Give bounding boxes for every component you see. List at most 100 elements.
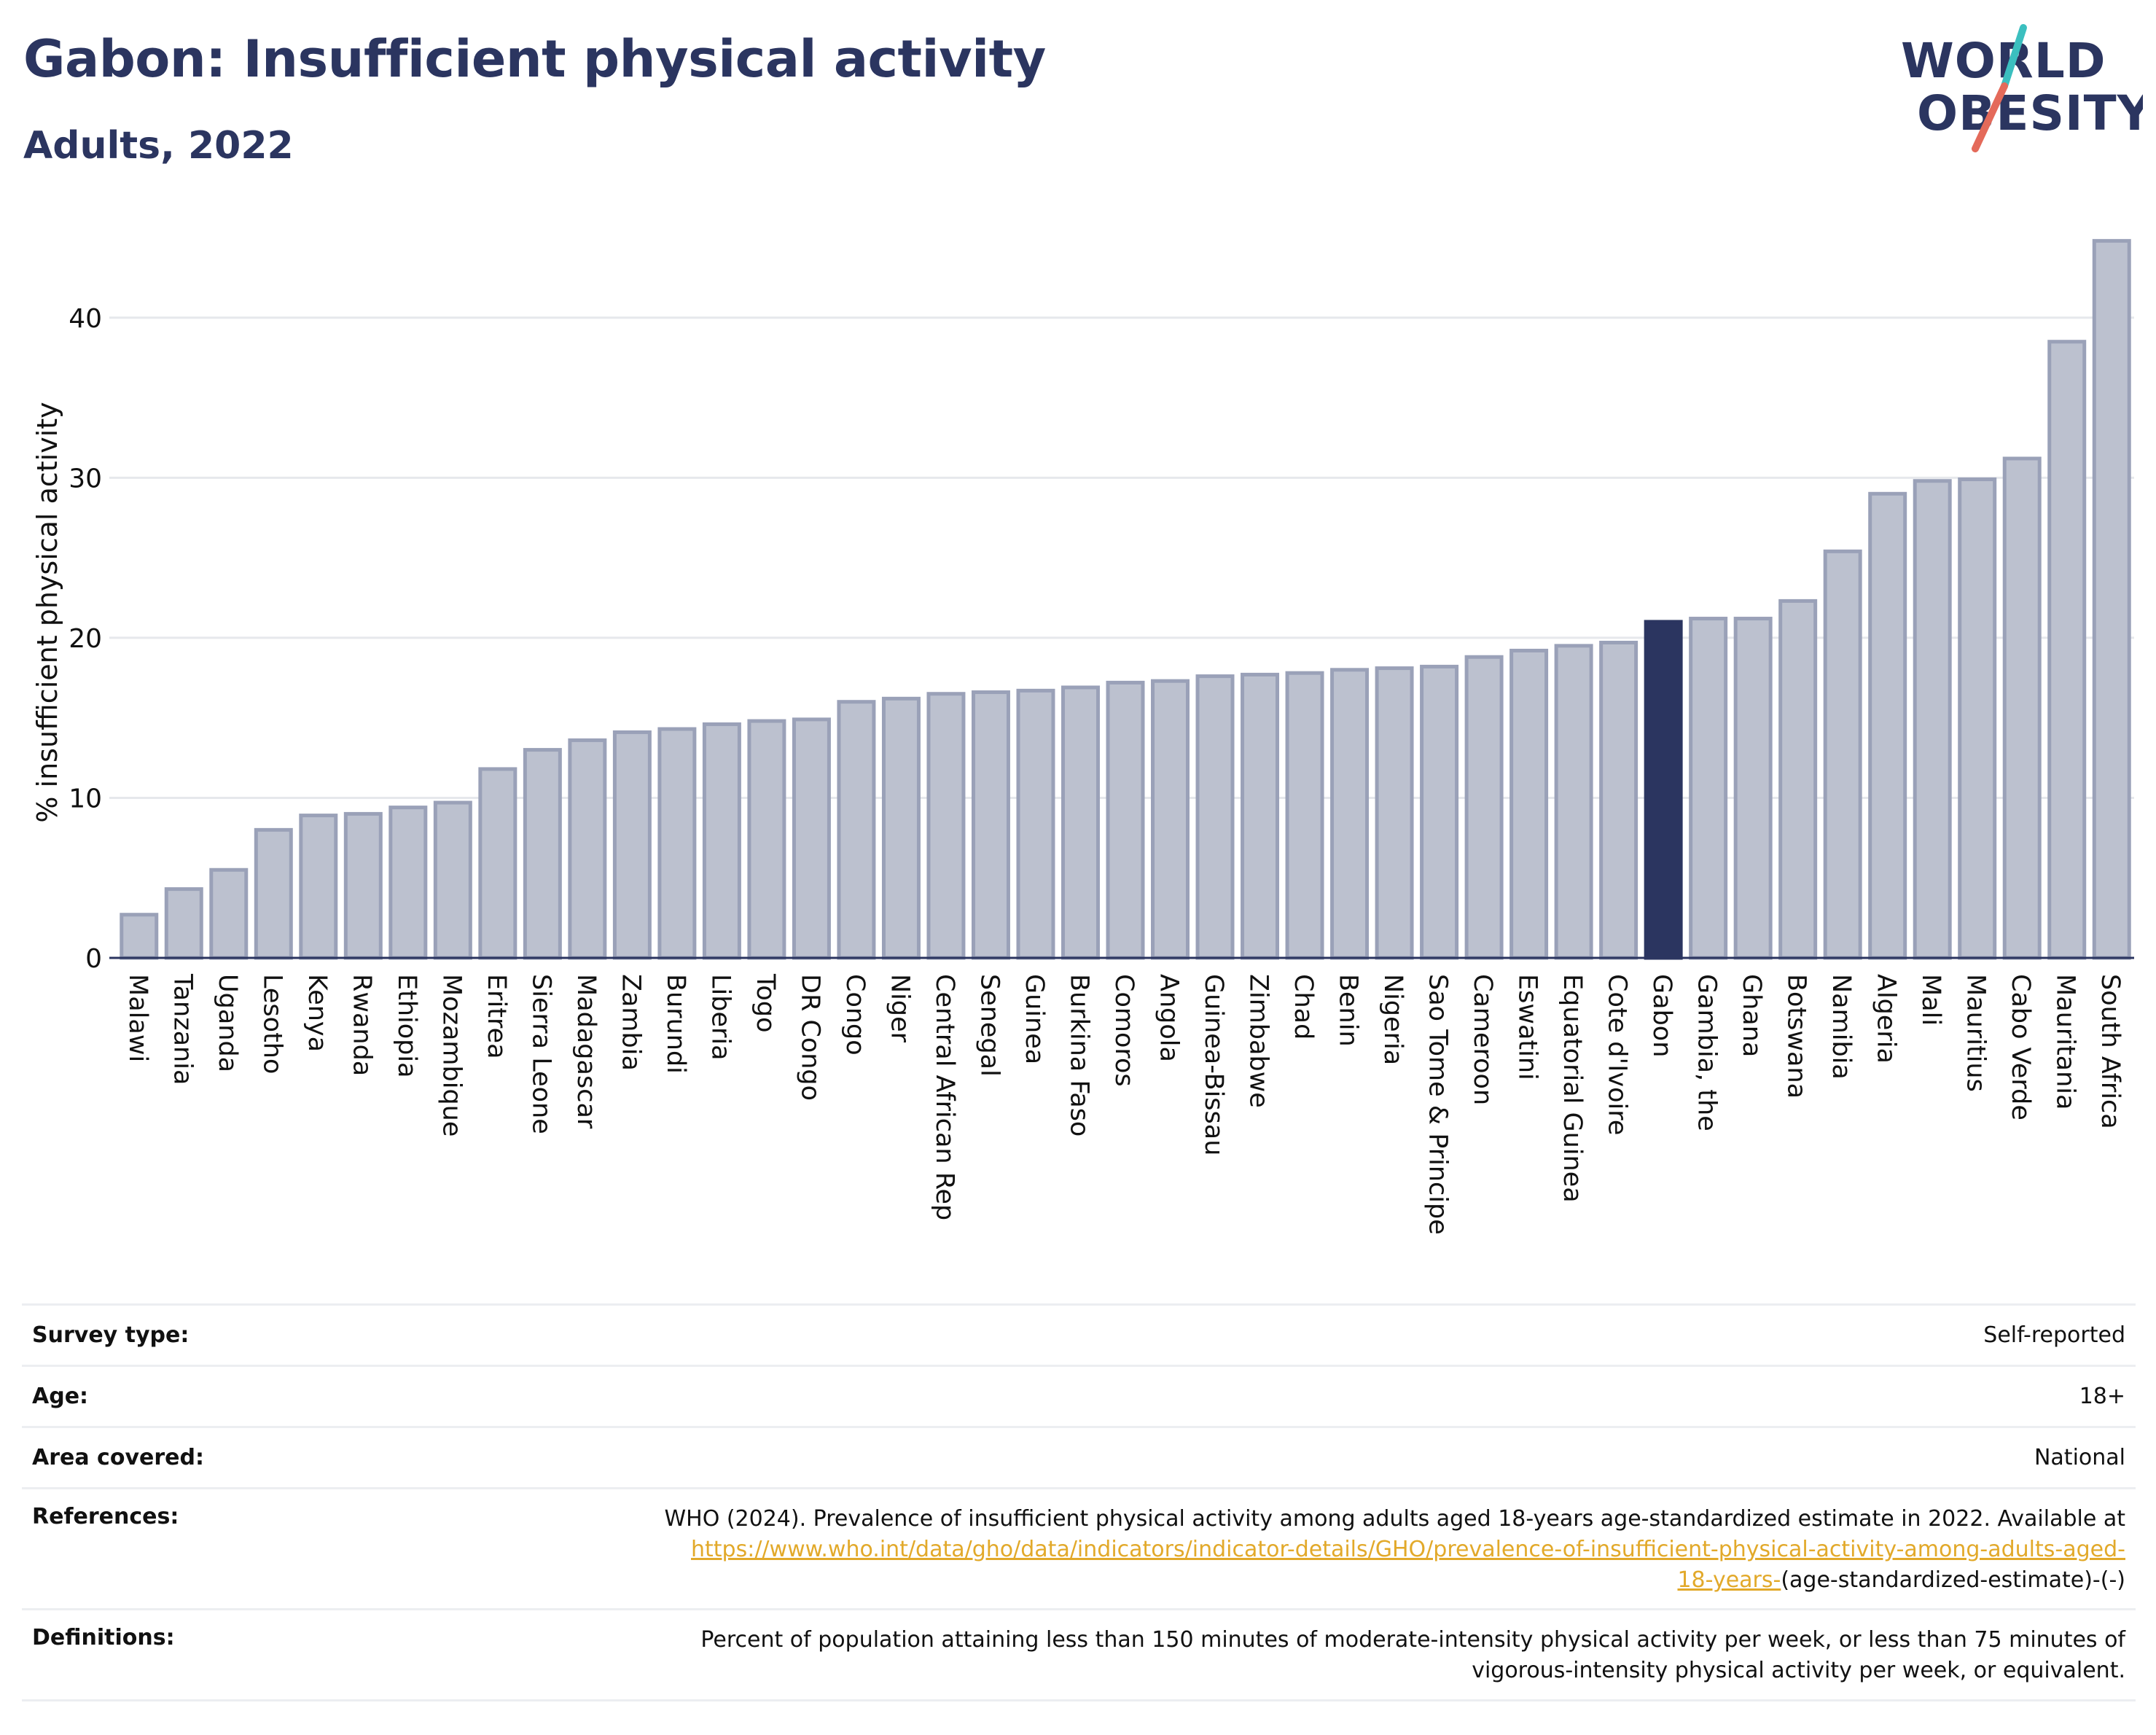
age-label: Age: xyxy=(32,1384,89,1409)
references-link-cont[interactable]: 18-years- xyxy=(1677,1567,1781,1593)
x-tick-label: Madagascar xyxy=(571,974,601,1129)
x-tick-label: Mozambique xyxy=(437,974,466,1136)
x-tick-label: Senegal xyxy=(975,974,1004,1077)
x-tick-label: Gabon xyxy=(1647,974,1676,1057)
y-axis: 0 10 20 30 40 xyxy=(69,304,102,974)
page-subtitle: Adults, 2022 xyxy=(23,124,294,168)
x-tick-label: Guinea-Bissau xyxy=(1199,974,1228,1155)
bar xyxy=(164,887,203,960)
x-tick-label: Burkina Faso xyxy=(1064,974,1093,1136)
bar xyxy=(254,827,293,960)
references-tail: (age-standardized-estimate)-(-) xyxy=(1781,1567,2125,1593)
definitions-line-2: vigorous-intensity physical activity per… xyxy=(1472,1658,2125,1683)
x-tick-label: Tanzania xyxy=(168,973,197,1085)
references-label: References: xyxy=(32,1504,179,1529)
meta-row-area: Area covered: National xyxy=(22,1426,2136,1487)
x-tick-label: Niger xyxy=(885,974,914,1043)
y-tick-label: 20 xyxy=(69,624,102,654)
bar xyxy=(388,806,428,960)
x-tick-label: Nigeria xyxy=(1378,974,1407,1065)
x-tick-label: Angola xyxy=(1155,974,1184,1062)
bar xyxy=(1509,648,1549,960)
y-tick-label: 30 xyxy=(69,464,102,494)
world-obesity-logo: WORLD OBESITY xyxy=(1901,24,2143,152)
x-tick-label: South Africa xyxy=(2096,974,2125,1129)
x-tick-label: Cameroon xyxy=(1468,974,1497,1105)
x-tick-label: Sierra Leone xyxy=(526,974,555,1134)
bar xyxy=(1285,671,1324,960)
bar xyxy=(881,696,921,960)
bar xyxy=(209,868,249,960)
bar xyxy=(433,800,472,960)
x-tick-label: Botswana xyxy=(1782,974,1811,1099)
x-tick-label: Comoros xyxy=(1109,974,1138,1087)
y-tick-label: 10 xyxy=(69,784,102,814)
meta-row-definitions: Definitions: Percent of population attai… xyxy=(22,1608,2136,1701)
bar xyxy=(1689,617,1728,960)
bar xyxy=(1868,491,1907,960)
x-tick-label: Algeria xyxy=(1872,974,1901,1064)
bar xyxy=(702,722,741,960)
metadata-table: Survey type: Self-reported Age: 18+ Area… xyxy=(22,1303,2136,1701)
x-tick-label: Lesotho xyxy=(257,974,286,1074)
x-tick-label: Central African Rep xyxy=(930,974,959,1220)
logo-text-obesity: OBESITY xyxy=(1917,85,2143,141)
x-tick-label: Mauritius xyxy=(1961,974,1991,1092)
references-link[interactable]: https://www.who.int/data/gho/data/indica… xyxy=(691,1537,2125,1562)
x-axis: Malawi Tanzania Uganda Lesotho Kenya Rwanda Et… xyxy=(109,956,2134,1235)
x-tick-label: Eritrea xyxy=(482,974,511,1059)
age-value: 18+ xyxy=(2079,1383,2125,1409)
bar xyxy=(523,748,562,960)
x-tick-label: Namibia xyxy=(1827,974,1856,1080)
bar xyxy=(2047,340,2087,960)
bar xyxy=(1778,599,1818,960)
x-tick-label: Uganda xyxy=(213,974,242,1072)
x-tick-label: Equatorial Guinea xyxy=(1558,974,1587,1203)
definitions-line-1: Percent of population attaining less tha… xyxy=(700,1627,2125,1653)
bar xyxy=(2002,456,2042,960)
definitions-value: Percent of population attaining less tha… xyxy=(700,1625,2125,1686)
x-tick-label: Togo xyxy=(751,973,780,1032)
bar xyxy=(747,719,786,960)
bar xyxy=(1913,479,1952,960)
x-tick-label: Kenya xyxy=(302,974,332,1052)
meta-row-age: Age: 18+ xyxy=(22,1365,2136,1426)
bar xyxy=(792,717,831,960)
bar xyxy=(1823,549,1862,960)
bar xyxy=(1241,672,1280,960)
meta-row-references: References: WHO (2024). Prevalence of in… xyxy=(22,1487,2136,1608)
x-tick-label: Eswatini xyxy=(1513,974,1542,1080)
x-tick-label: Mauritania xyxy=(2051,974,2080,1110)
bar xyxy=(657,727,697,960)
x-tick-label: Mali xyxy=(1916,974,1945,1026)
bar xyxy=(971,690,1010,960)
bar-highlight xyxy=(1644,620,1683,960)
x-tick-label: Malawi xyxy=(123,974,152,1062)
bar xyxy=(1106,680,1145,960)
y-tick-label: 0 xyxy=(85,944,102,974)
x-tick-label: Congo xyxy=(840,974,870,1056)
bar xyxy=(612,730,652,960)
bar xyxy=(1375,666,1414,960)
bar xyxy=(1599,640,1639,960)
x-tick-label: Cote d'Ivoire xyxy=(1603,974,1632,1135)
y-tick-label: 40 xyxy=(69,304,102,334)
references-value: WHO (2024). Prevalence of insufficient p… xyxy=(664,1504,2125,1596)
bar xyxy=(1464,655,1504,960)
bar xyxy=(1420,664,1459,960)
bar xyxy=(1195,674,1235,960)
bar xyxy=(837,700,876,960)
bar xyxy=(2092,238,2131,960)
definitions-label: Definitions: xyxy=(32,1625,175,1650)
x-tick-label: Cabo Verde xyxy=(2006,974,2035,1120)
x-tick-label: Chad xyxy=(1289,974,1318,1040)
bar xyxy=(343,811,383,960)
bar xyxy=(478,767,517,960)
bar xyxy=(1330,668,1370,960)
area-label: Area covered: xyxy=(32,1445,204,1470)
bar xyxy=(1733,617,1773,960)
bars xyxy=(120,238,2131,960)
x-tick-label: Benin xyxy=(1334,974,1363,1047)
bar xyxy=(120,913,159,960)
x-tick-label: Gambia, the xyxy=(1692,974,1722,1131)
